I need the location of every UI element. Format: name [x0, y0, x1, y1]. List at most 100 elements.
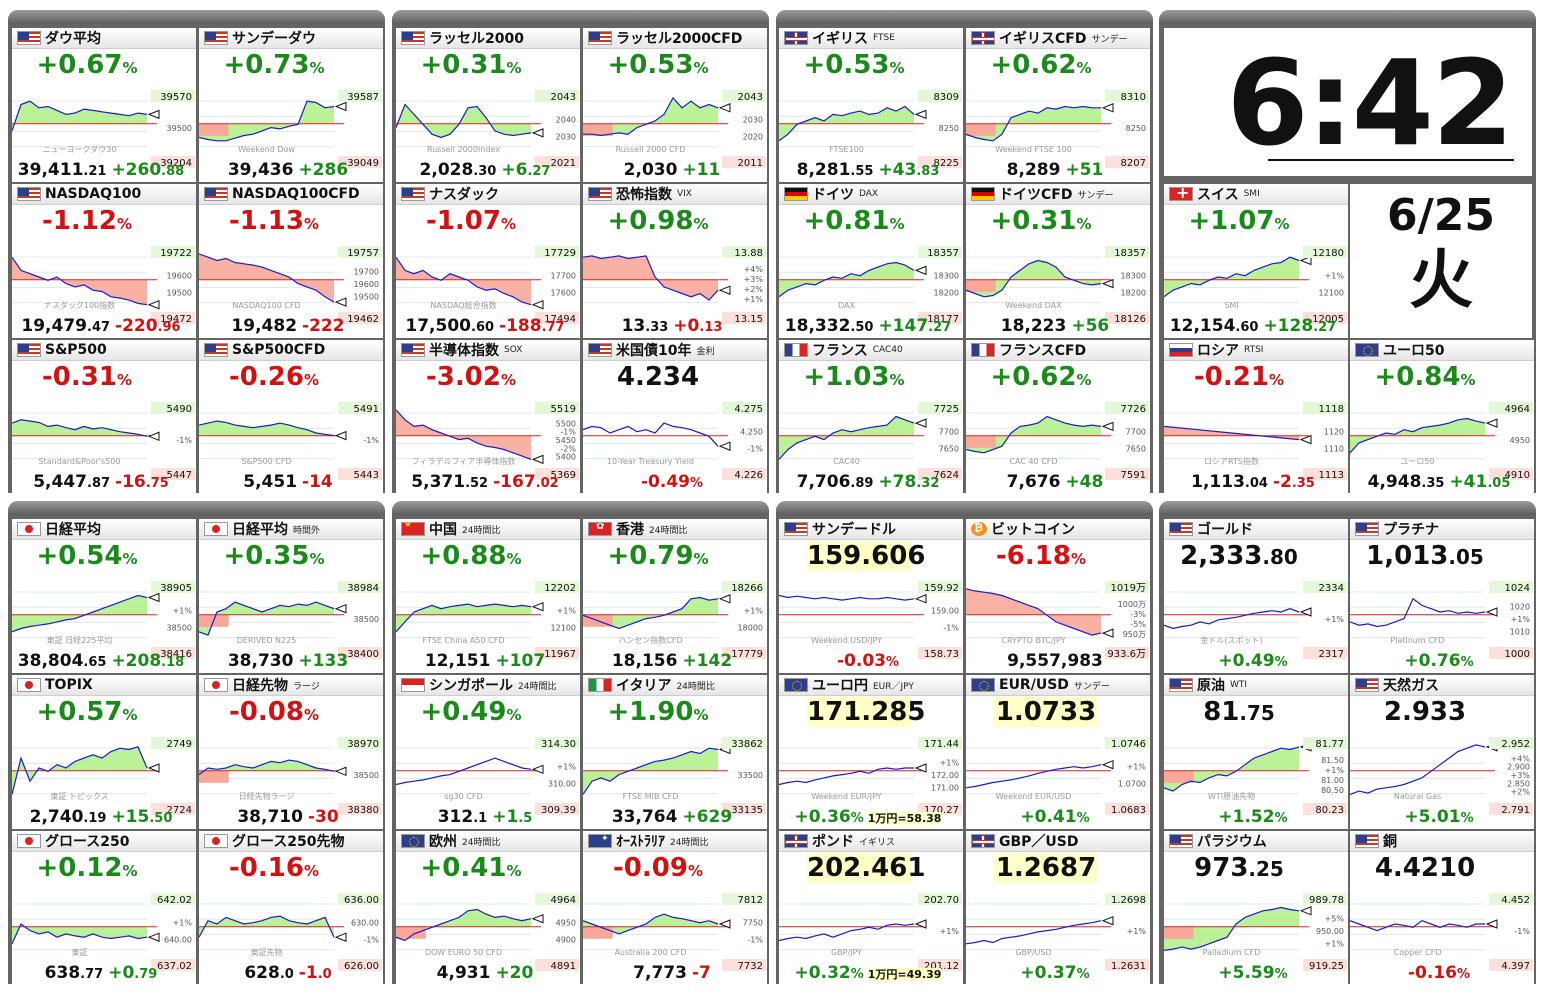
market-tile[interactable]: S&P500CFD S&P500 CFD 5491 5443 -1% -0.26% 5,45… — [199, 340, 383, 494]
y-tick-label: 17700 — [551, 272, 576, 281]
y-high-badge — [535, 893, 579, 905]
tile-title: ドイツCFD — [999, 187, 1073, 203]
market-tile[interactable]: フランス CAC40 CAC40 7725 7624 7700 7650 +1.03% 7,70… — [779, 340, 963, 494]
change-value-int: +43 — [878, 160, 917, 180]
bottom-value: -0.03 — [836, 651, 886, 671]
market-tile[interactable]: イギリスCFD サンデー Weekend FTSE 100 8310 8207 8250 +… — [966, 28, 1150, 182]
primary-value: +0.81% — [779, 206, 929, 239]
bottom-line: 5,371.52 -167.02 — [396, 472, 574, 492]
market-tile[interactable]: 日経平均 時間外 DERIVED N225 38984 38400 38500 +0.35%… — [199, 519, 383, 673]
primary-value: -1.12% — [12, 206, 162, 239]
primary-value-unit: % — [1070, 550, 1086, 568]
bottom-value: 18,156 — [611, 651, 678, 671]
price-line — [583, 422, 719, 447]
y-high-label: 19722 — [160, 248, 192, 259]
tile-title: ビットコイン — [991, 522, 1075, 538]
flag-us-icon — [204, 187, 228, 201]
market-tile[interactable]: 日経先物 ラージ 日経先物ラージ 38970 38380 38500 -0.08% 38,71… — [199, 675, 383, 829]
y-high-label: 19757 — [347, 248, 379, 259]
change-value-int: +0 — [673, 316, 700, 336]
market-tile[interactable]: サンデーダウ Weekend Dow 39587 39049 +0.73% 39,436 +… — [199, 28, 383, 182]
y-tick-label: 4950 — [556, 919, 576, 928]
market-tile[interactable]: 恐怖指数 VIX 13.88 13.15 +4% +3% +2% +1% +0.98% 13.33… — [583, 184, 767, 338]
change-value: +20 — [495, 963, 533, 983]
market-tile[interactable]: 原油 WTI WTI原油先物 81.77 80.23 81.50 +1% 81.00 80.50… — [1164, 675, 1348, 829]
chart-watermark: ユーロ50 — [1400, 457, 1434, 466]
last-price-marker — [914, 418, 927, 428]
bottom-value: 7,676 — [1006, 472, 1061, 492]
y-tick-label: 2030 — [743, 116, 763, 125]
flag-uk-icon — [784, 31, 808, 45]
market-tile[interactable]: ユーロ円 EUR／JPY Weekend EUR/JPY 171.44 170.27 +1… — [779, 675, 963, 829]
market-tile[interactable]: 日経平均 東証 日経225平均 38905 38416 +1% 38500 +0.54% 38… — [12, 519, 196, 673]
sparkline-chart: Platinum CFD 1024 1000 1020 +1% 1010 — [1350, 581, 1533, 660]
flag-cn-icon — [401, 522, 425, 536]
market-tile[interactable]: フランスCFD CAC 40 CFD 7726 7591 7700 7650 +0.62% 7… — [966, 340, 1150, 494]
y-low-badge — [151, 312, 195, 324]
tile-title: ユーロ50 — [1383, 343, 1445, 359]
market-tile[interactable]: パラジウム Palladium CFD 989.78 919.25 +5% 950.00 +… — [1164, 831, 1348, 985]
change-value-int: +286 — [298, 160, 349, 180]
price-line — [396, 757, 532, 786]
market-tile[interactable]: 銅 Copper CFD 4.452 4.397 -1% 4.4210 -0.16% — [1350, 831, 1534, 985]
market-tile[interactable]: イタリア 24時間比 FTSE MIB CFD 33862 33135 33500 +1.9… — [583, 675, 767, 829]
chart-watermark: WTI原油先物 — [1208, 791, 1255, 801]
bottom-value: 638 — [44, 963, 81, 983]
y-tick-label: 18300 — [1121, 272, 1146, 281]
chart-watermark: DAX — [838, 301, 855, 310]
primary-value-unit: % — [693, 706, 709, 724]
market-tile[interactable]: サンデードル Weekend USD/JPY 159.92 158.73 159.00 -… — [779, 519, 963, 673]
market-tile[interactable]: ダウ平均 ニューヨークダウ30 39570 39204 39500 +0.67% 39,41… — [12, 28, 196, 182]
market-tile[interactable]: ゴールド 金ドル(スポット) 2334 2317 +1% 2,333.80 +0.49% — [1164, 519, 1348, 673]
market-tile[interactable]: 欧州 24時間比 DOW EURO 50 CFD 4964 4891 4950 4900 +0… — [396, 831, 580, 985]
market-tile[interactable]: 半導体指数 SOX フィラデルフィア半導体指数 5519 5369 5500 -1% 5450… — [396, 340, 580, 494]
market-tile[interactable]: シンガポール 24時間比 sg30 CFD 314.30 309.39 +1% 310.00… — [396, 675, 580, 829]
price-line — [966, 588, 1102, 636]
market-tile[interactable]: 天然ガス Natural Gas 2.952 2.791 +4% 2.900 +3% 2.85… — [1350, 675, 1534, 829]
market-tile[interactable]: ユーロ50 ユーロ50 4964 4910 4950 +0.84% 4,948.35 +41.… — [1350, 340, 1534, 494]
y-high-badge — [722, 402, 766, 414]
market-tile[interactable]: スイス SMI SMI 12180 12005 +1% 12100 +1.07% 12,154.… — [1164, 184, 1348, 338]
primary-value: +0.67% — [12, 50, 162, 83]
market-tile[interactable]: 米国債10年 金利 10-Year Treasury Yield 4.275 4.226… — [583, 340, 767, 494]
market-tile[interactable]: イギリス FTSE FTSE100 8309 8225 8250 +0.53% 8,281.5… — [779, 28, 963, 182]
market-tile[interactable]: ポンド イギリス GBP/JPY 202.70 201.12 +1% 202.461 +0.3… — [779, 831, 963, 985]
y-low-badge — [918, 312, 962, 324]
price-line — [12, 923, 148, 945]
chart-watermark: GBP/USD — [1015, 948, 1051, 957]
market-tile[interactable]: TOPIX 東証 トピックス 2749 2724 +0.57% 2,740.19 +15.5… — [12, 675, 196, 829]
market-tile[interactable]: NASDAQ100CFD NASDAQ100 CFD 19757 19462 19700… — [199, 184, 383, 338]
market-tile[interactable]: ラッセル2000CFD Russell 2000 CFD 2043 2011 2030 2… — [583, 28, 767, 182]
market-tile[interactable]: 中国 24時間比 FTSE China A50 CFD 12202 11967 +1% 12… — [396, 519, 580, 673]
market-tile[interactable]: ラッセル2000 Russell 2000Index 2043 2021 2040 203… — [396, 28, 580, 182]
tile-subtitle: サンデー — [1091, 34, 1128, 45]
change-value-decimal: .50 — [149, 811, 173, 826]
bottom-line: -0.03% — [779, 651, 957, 671]
market-tile[interactable]: グロース250先物 東証先物 636.00 626.00 630.00 -1% -0.16%… — [199, 831, 383, 985]
market-tile[interactable]: ドイツ DAX DAX 18357 18177 18300 18200 +0.81% 18,33… — [779, 184, 963, 338]
area-fill — [966, 416, 1101, 453]
tile-header: 恐怖指数 VIX — [583, 184, 767, 205]
tile-header: ドイツCFD サンデー — [966, 184, 1150, 205]
market-tile[interactable]: ロシア RTSI ロシアRTS指数 1118 1113 1120 1110 -0.21% 1,1… — [1164, 340, 1348, 494]
bottom-line: 628.0 -1.0 — [199, 963, 377, 983]
market-tile[interactable]: NASDAQ100 ナスダック100指数 19722 19472 19600 19500 -… — [12, 184, 196, 338]
market-tile[interactable]: S&P500 Standard&Poor's500 5490 5447 -1% -0.31… — [12, 340, 196, 494]
change-value-decimal: .13 — [699, 320, 723, 335]
market-tile[interactable]: グロース250 東証 642.02 637.02 +1% 640.00 +0.12% 638.… — [12, 831, 196, 985]
tile-title: 恐怖指数 — [616, 187, 672, 203]
bottom-value: 2,030 — [623, 160, 678, 180]
market-tile[interactable]: EUR/USD サンデー Weekend EUR/USD 1.0746 1.0683 +1… — [966, 675, 1150, 829]
market-tile[interactable]: ｵｰｽﾄﾗﾘｱ 24時間比 Australia 200 CFD 7812 7732 775… — [583, 831, 767, 985]
market-tile[interactable]: ドイツCFD サンデー Weekend DAX 18357 18126 18300 1820… — [966, 184, 1150, 338]
market-tile[interactable]: GBP／USD GBP/USD 1.2698 1.2631 +1% 1.2687 +0.37… — [966, 831, 1150, 985]
area-fill-negative — [1164, 926, 1194, 939]
market-tile[interactable]: プラチナ Platinum CFD 1024 1000 1020 +1% 1010 1,013… — [1350, 519, 1534, 673]
flag-uk-icon — [971, 31, 995, 45]
market-tile[interactable]: ナスダック NASDAQ総合指数 17729 17494 17700 17600 -1.07… — [396, 184, 580, 338]
sparkline-chart: SMI 12180 12005 +1% 12100 — [1164, 246, 1347, 325]
y-high-label: 642.02 — [157, 895, 192, 906]
area-fill — [396, 409, 531, 460]
